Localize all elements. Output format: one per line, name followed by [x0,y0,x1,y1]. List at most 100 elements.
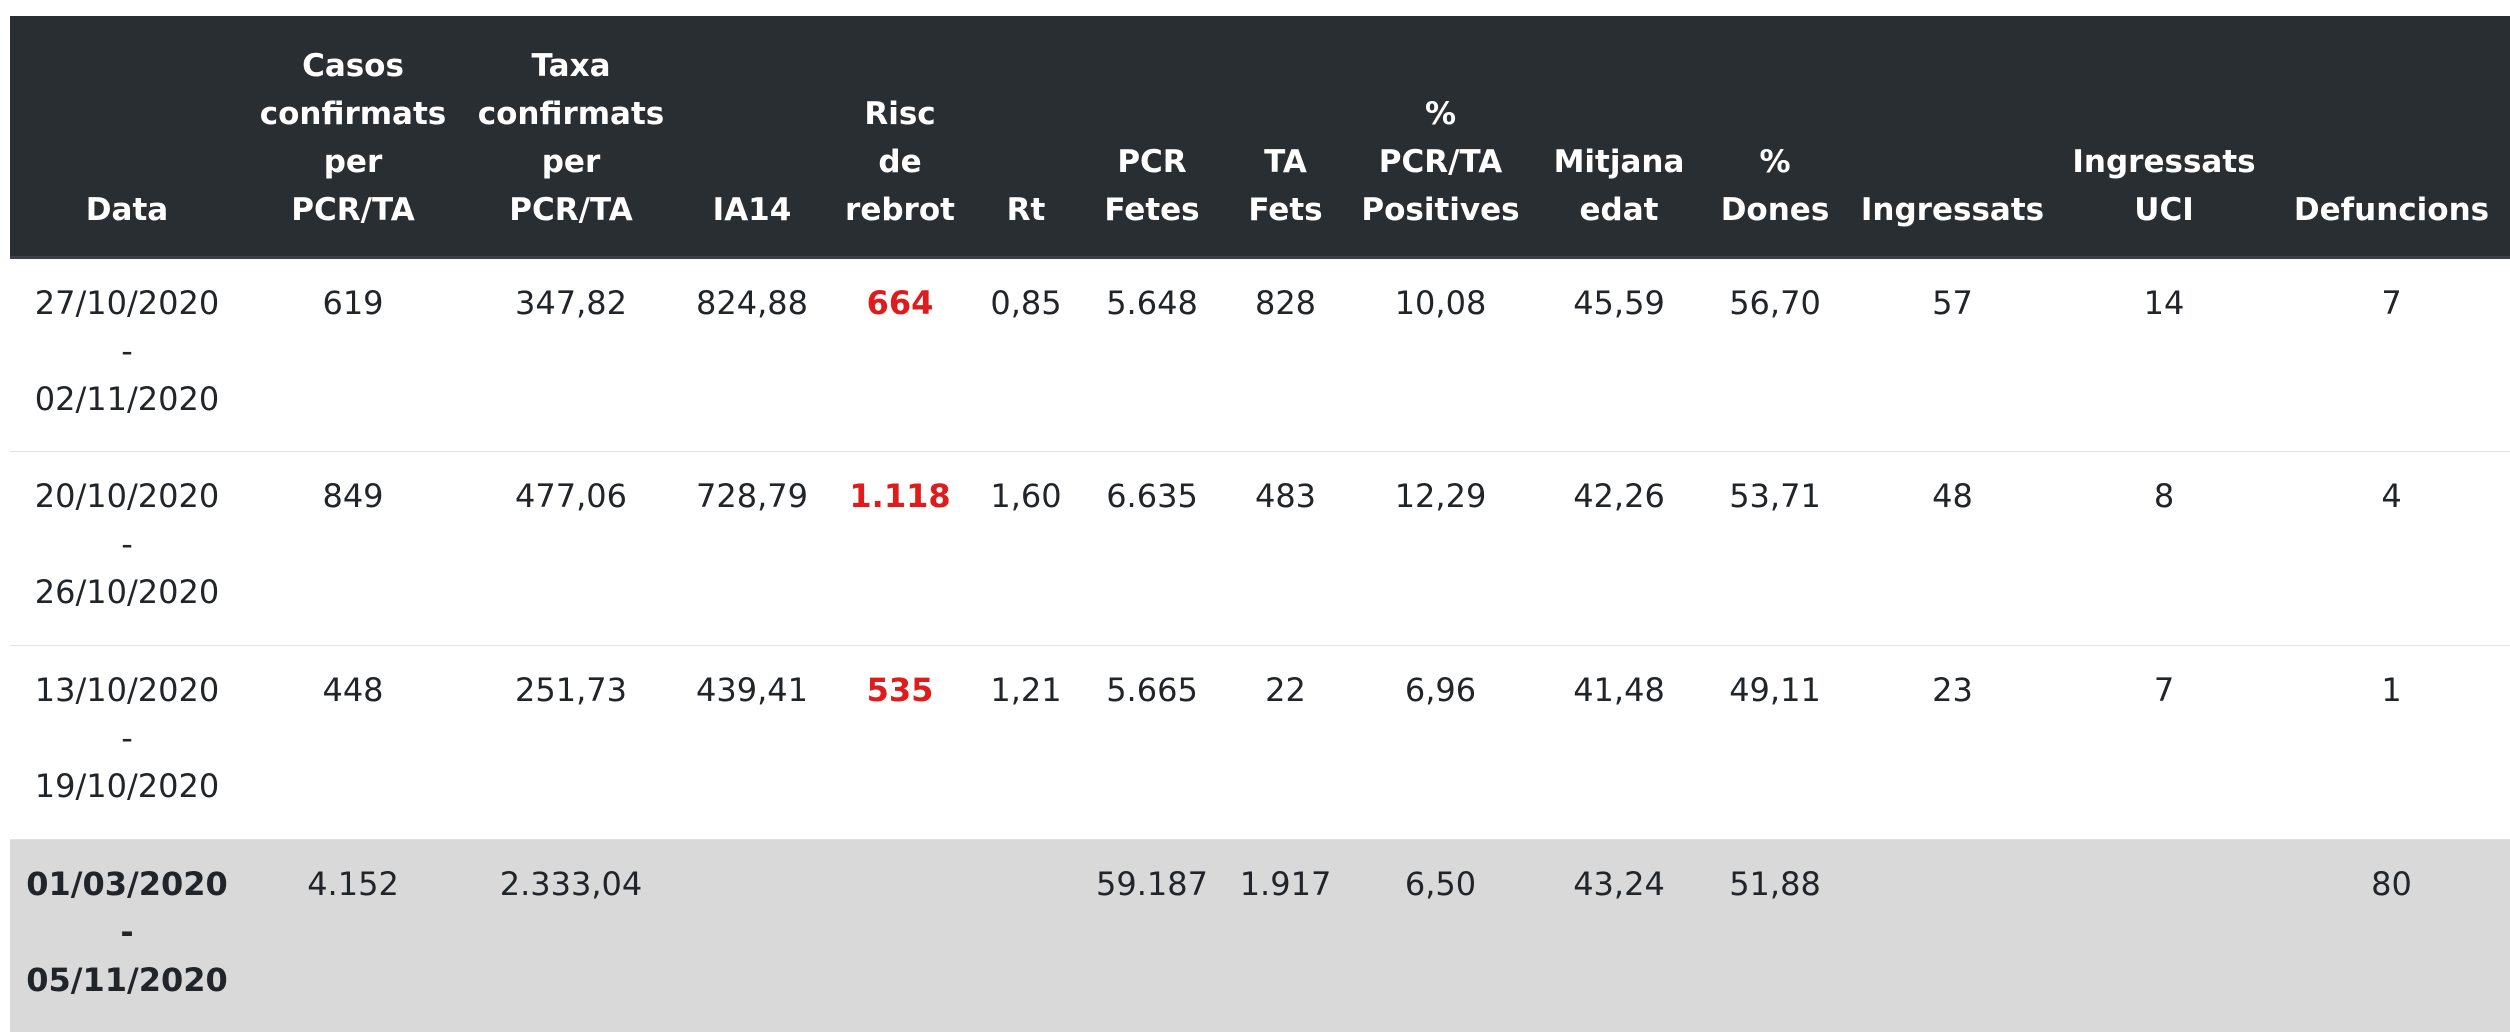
cell-pcr: 5.665 [1076,645,1228,840]
column-header-label: Dones [1720,192,1830,228]
cell-edat: 45,59 [1538,257,1700,452]
column-header-label: PCR/TA [291,192,415,228]
column-header-label: PCR [1117,144,1187,180]
cell-edat: 43,24 [1538,839,1700,1032]
column-header-label: edat [1579,192,1659,228]
column-header-label: confirmats [477,96,665,132]
date-separator: - [121,525,133,563]
cell-risc: 535 [824,645,976,840]
date-separator: - [120,913,134,951]
cell-pct_pos: 6,50 [1343,839,1538,1032]
cell-defuncions: 4 [2273,451,2510,646]
date-value: 13/10/2020 [34,671,220,709]
column-header-label: Positives [1361,192,1520,228]
column-header-pct_pos[interactable]: % PCR/TA Positives [1343,16,1538,259]
cell-edat: 41,48 [1538,645,1700,840]
cell-ta: 828 [1228,257,1343,452]
cell-taxa: 347,82 [462,257,680,452]
column-header-label: PCR/TA [509,192,633,228]
column-header-label: Mitjana [1553,144,1685,180]
cell-rt [976,839,1076,1032]
cell-uci: 14 [2055,257,2273,452]
column-header-label: per [323,144,383,180]
cell-dones: 51,88 [1700,839,1850,1032]
column-header-rt[interactable]: Rt [976,16,1076,259]
cell-rt: 1,60 [976,451,1076,646]
column-header-data[interactable]: Data [10,16,244,259]
cell-taxa: 251,73 [462,645,680,840]
column-header-label: Rt [1006,192,1046,228]
cell-casos: 448 [244,645,462,840]
column-header-label: Defuncions [2293,192,2490,228]
cell-uci: 8 [2055,451,2273,646]
cell-ingressats: 48 [1850,451,2055,646]
cell-pcr: 59.187 [1076,839,1228,1032]
cell-edat: 42,26 [1538,451,1700,646]
column-header-casos[interactable]: Casos confirmats per PCR/TA [244,16,462,259]
date-separator: - [121,332,133,370]
cell-ta: 22 [1228,645,1343,840]
column-header-label: Risc [864,96,936,132]
table-body: 27/10/2020-02/11/2020 619 347,82 824,88 664 0… [10,257,2510,1032]
column-header-label: Fets [1248,192,1323,228]
column-header-ia14[interactable]: IA14 [680,16,824,259]
cell-dones: 49,11 [1700,645,1850,840]
date-value: 05/11/2020 [26,961,228,999]
cell-casos: 619 [244,257,462,452]
cell-ia14 [680,839,824,1032]
data-table-container: Data Casos confirmats per PCR/TA Taxa confirma… [10,16,2510,1032]
column-header-label: Ingressats [1860,192,2045,228]
cell-ta: 483 [1228,451,1343,646]
cell-ingressats [1850,839,2055,1032]
column-header-defuncions[interactable]: Defuncions [2273,16,2510,259]
column-header-risc[interactable]: Risc de rebrot [824,16,976,259]
column-header-pcr[interactable]: PCR Fetes [1076,16,1228,259]
column-header-label: % [1759,144,1791,180]
column-header-uci[interactable]: Ingressats UCI [2055,16,2273,259]
cell-risc: 1.118 [824,451,976,646]
cell-dones: 56,70 [1700,257,1850,452]
cell-rt: 0,85 [976,257,1076,452]
date-value: 26/10/2020 [34,573,220,611]
covid-weekly-table: Data Casos confirmats per PCR/TA Taxa confirma… [10,16,2510,1032]
cell-pcr: 5.648 [1076,257,1228,452]
cell-ingressats: 23 [1850,645,2055,840]
cell-defuncions: 7 [2273,257,2510,452]
column-header-dones[interactable]: % Dones [1700,16,1850,259]
column-header-taxa[interactable]: Taxa confirmats per PCR/TA [462,16,680,259]
column-header-ta[interactable]: TA Fets [1228,16,1343,259]
cell-taxa: 477,06 [462,451,680,646]
table-header: Data Casos confirmats per PCR/TA Taxa confirma… [10,16,2510,259]
cell-uci [2055,839,2273,1032]
column-header-label: Fetes [1104,192,1200,228]
date-separator: - [121,719,133,757]
cell-uci: 7 [2055,645,2273,840]
cell-defuncions: 1 [2273,645,2510,840]
date-value: 02/11/2020 [34,380,220,418]
cell-risc: 664 [824,257,976,452]
column-header-label: per [541,144,601,180]
column-header-label: Ingressats [2072,144,2256,180]
cell-taxa: 2.333,04 [462,839,680,1032]
total-row: 01/03/2020 - 05/11/2020 4.152 2.333,04 59.187… [10,839,2510,1032]
cell-rt: 1,21 [976,645,1076,840]
column-header-label: IA14 [712,192,792,228]
column-header-label: confirmats [259,96,447,132]
cell-pct_pos: 6,96 [1343,645,1538,840]
column-header-label: % [1424,96,1457,132]
column-header-label: Taxa [531,48,611,84]
cell-casos: 4.152 [244,839,462,1032]
table-row: 20/10/2020 - 26/10/2020 849 477,06 728,79 1.11… [10,451,2510,646]
cell-date-range: 13/10/2020 - 19/10/2020 [10,645,244,840]
cell-dones: 53,71 [1700,451,1850,646]
column-header-edat[interactable]: Mitjana edat [1538,16,1700,259]
cell-ia14: 439,41 [680,645,824,840]
cell-pct_pos: 12,29 [1343,451,1538,646]
column-header-label: de [878,144,922,180]
cell-pct_pos: 10,08 [1343,257,1538,452]
table-row: 13/10/2020-19/10/2020 448 251,73 439,41 535 1… [10,645,2510,840]
column-header-label: rebrot [845,192,955,228]
cell-date-range: 20/10/2020 - 26/10/2020 [10,451,244,646]
cell-ingressats: 57 [1850,257,2055,452]
column-header-ingressats[interactable]: Ingressats [1850,16,2055,259]
